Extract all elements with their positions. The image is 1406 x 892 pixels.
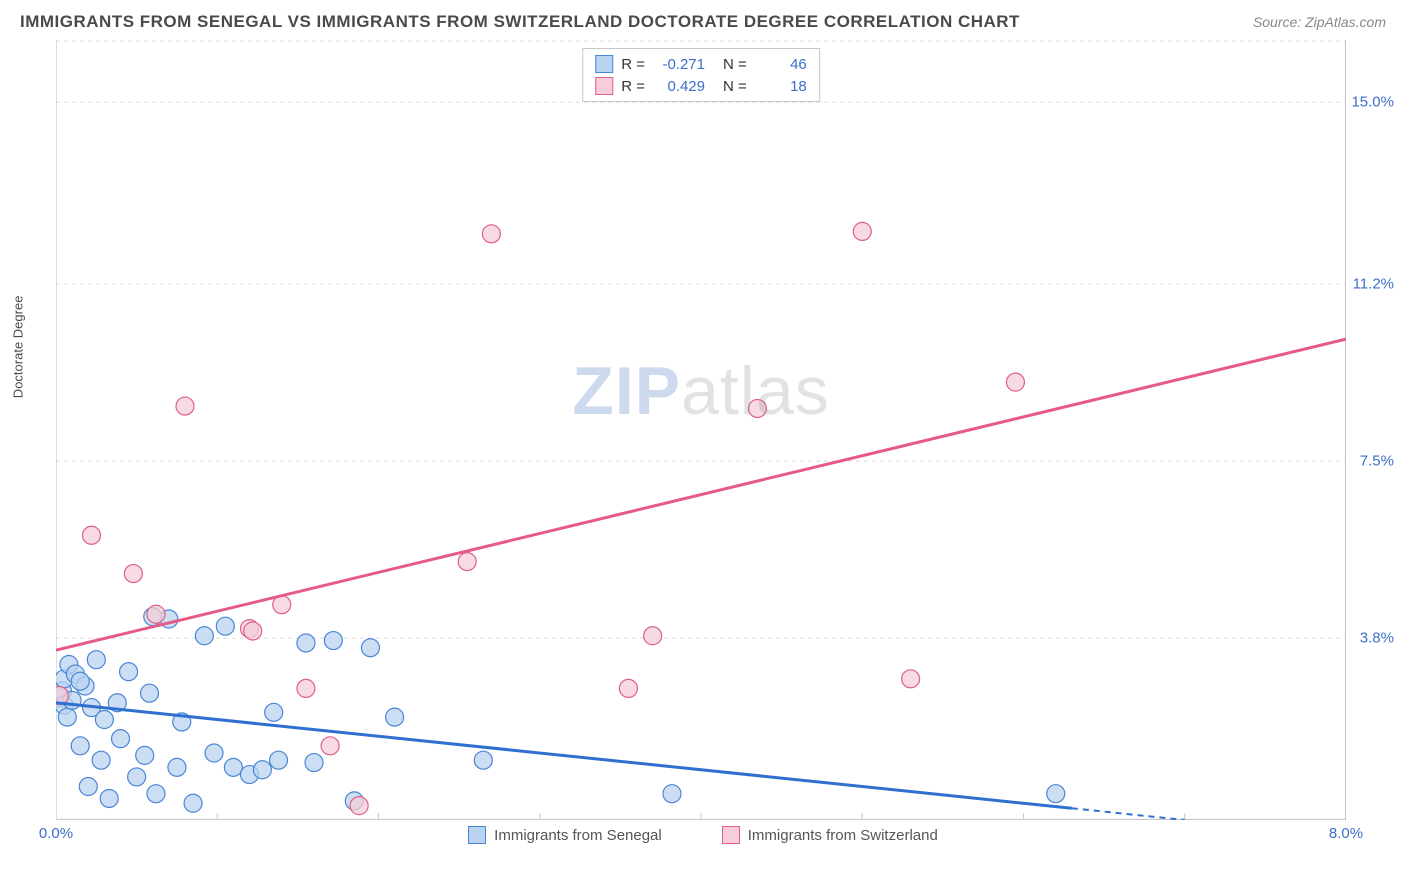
swatch-icon xyxy=(468,826,486,844)
y-tick-label: 15.0% xyxy=(1351,94,1394,111)
swatch-icon xyxy=(722,826,740,844)
legend-label: Immigrants from Senegal xyxy=(494,827,662,844)
scatter-plot xyxy=(56,40,1346,820)
legend-n-value: 46 xyxy=(757,56,807,73)
chart-title: IMMIGRANTS FROM SENEGAL VS IMMIGRANTS FR… xyxy=(20,12,1020,32)
correlation-legend: R = -0.271 N = 46 R = 0.429 N = 18 xyxy=(582,48,820,102)
swatch-icon xyxy=(595,77,613,95)
series-legend: Immigrants from Senegal Immigrants from … xyxy=(20,826,1386,844)
legend-n-label: N = xyxy=(723,56,747,73)
source-label: Source: ZipAtlas.com xyxy=(1253,14,1386,30)
legend-row-senegal: R = -0.271 N = 46 xyxy=(595,53,807,75)
legend-r-label: R = xyxy=(621,56,645,73)
legend-n-label: N = xyxy=(723,78,747,95)
x-axis-max-label: 8.0% xyxy=(1329,825,1363,842)
legend-n-value: 18 xyxy=(757,78,807,95)
legend-r-value: -0.271 xyxy=(655,56,705,73)
legend-item-senegal: Immigrants from Senegal xyxy=(468,826,662,844)
legend-item-switzerland: Immigrants from Switzerland xyxy=(722,826,938,844)
legend-row-switzerland: R = 0.429 N = 18 xyxy=(595,75,807,97)
legend-label: Immigrants from Switzerland xyxy=(748,827,938,844)
y-axis-label: Doctorate Degree xyxy=(11,296,26,399)
legend-r-label: R = xyxy=(621,78,645,95)
y-tick-label: 7.5% xyxy=(1360,453,1394,470)
legend-r-value: 0.429 xyxy=(655,78,705,95)
swatch-icon xyxy=(595,55,613,73)
x-axis-min-label: 0.0% xyxy=(39,825,73,842)
chart-area: Doctorate Degree ZIPatlas R = -0.271 N =… xyxy=(20,40,1386,844)
y-tick-label: 3.8% xyxy=(1360,630,1394,647)
y-tick-label: 11.2% xyxy=(1353,276,1394,293)
